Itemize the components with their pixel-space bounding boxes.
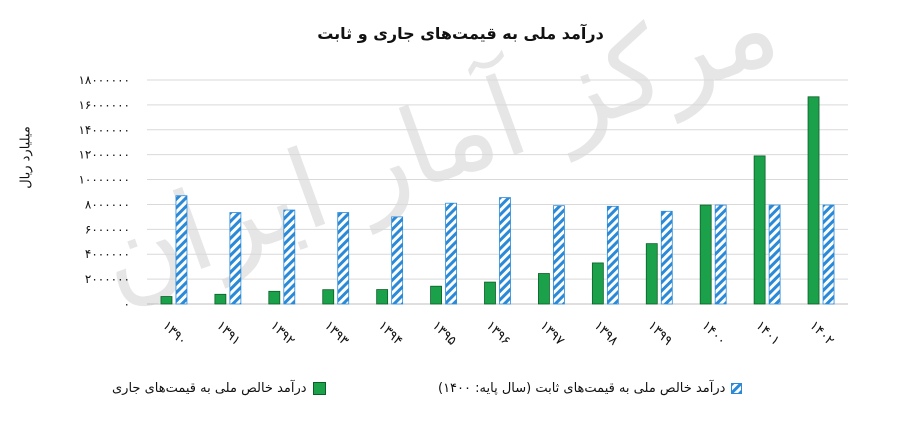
y-tick-label: ۱۶۰۰۰۰۰۰ [78,98,130,112]
y-tick-label: ۱۴۰۰۰۰۰۰ [78,123,130,137]
bar-current [484,281,496,305]
bar-current [807,96,820,305]
legend-swatch-current [312,381,326,395]
y-tick-label: ۱۰۰۰۰۰۰۰ [78,173,130,187]
legend-item-current: درآمد خالص ملی به قیمت‌های جاری [112,378,326,398]
legend-item-constant: درآمد خالص ملی به قیمت‌های ثابت (سال پای… [438,378,743,398]
bar-constant [606,205,619,305]
y-tick-label: ۰ [124,297,130,311]
bar-constant [445,202,457,305]
x-tick-label: ۱۴۰۲ [806,318,836,348]
x-tick-label: ۱۳۹۳ [321,318,351,348]
bar-current [430,285,442,305]
bar-constant [499,197,511,305]
x-tick-label: ۱۳۹۴ [375,318,405,348]
y-tick-label: ۸۰۰۰۰۰۰ [85,197,130,211]
bar-current [699,204,712,305]
x-tick-label: ۱۳۹۷ [537,318,567,348]
y-tick-label: ۱۸۰۰۰۰۰۰ [78,73,130,87]
x-tick-label: ۱۳۹۰ [159,318,189,348]
bar-constant [229,212,242,305]
legend-label-constant: درآمد خالص ملی به قیمت‌های ثابت (سال پای… [438,380,726,396]
bar-constant [768,204,781,305]
x-tick-label: ۱۳۹۶ [483,318,513,348]
bar-current [645,243,658,305]
y-tick-label: ۶۰۰۰۰۰۰ [85,222,130,236]
bar-constant [822,204,835,305]
bar-current [160,296,173,305]
x-tick-label: ۱۳۹۵ [429,318,459,348]
bar-current [753,155,766,305]
bar-current [376,289,389,305]
bar-current [214,293,227,305]
bar-constant [660,210,673,305]
legend-label-current: درآمد خالص ملی به قیمت‌های جاری [112,380,307,396]
legend-swatch-constant [731,382,743,394]
bar-current [591,262,604,305]
x-tick-label: ۱۴۰۱ [752,318,782,348]
y-tick-label: ۲۰۰۰۰۰۰ [85,272,130,286]
bar-constant [175,195,188,305]
bar-constant [391,216,404,305]
x-tick-label: ۱۳۹۲ [267,318,297,348]
bar-constant [337,212,350,305]
x-tick-label: ۱۳۹۸ [591,318,621,348]
x-tick-label: ۱۳۹۹ [645,318,675,348]
bar-current [268,290,281,305]
y-tick-label: ۴۰۰۰۰۰۰ [85,247,130,261]
bar-constant [283,209,296,305]
bar-constant [714,204,727,305]
x-tick-label: ۱۳۹۱ [213,318,243,348]
chart-title: درآمد ملی به قیمت‌های جاری و ثابت [317,24,604,43]
bar-current [538,273,550,305]
bar-constant [553,205,565,305]
y-tick-label: ۱۲۰۰۰۰۰۰ [78,148,130,162]
bar-current [322,289,335,305]
x-tick-label: ۱۴۰۰ [698,318,728,348]
